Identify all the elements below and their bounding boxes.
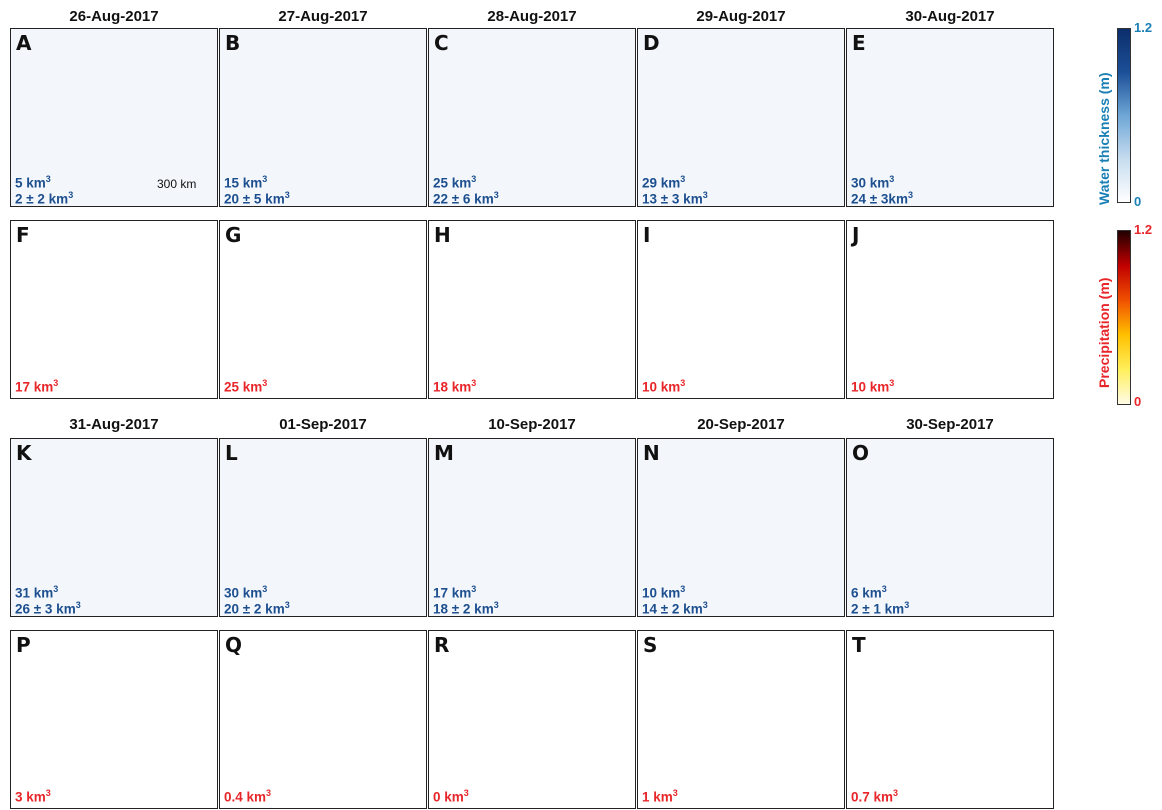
water-volume-observed: 20 ± 5 km3 bbox=[224, 190, 290, 207]
panel-label: Q bbox=[225, 633, 243, 657]
water-panel-O: O 6 km3 2 ± 1 km3 bbox=[846, 438, 1054, 617]
water-volume-observed: 26 ± 3 km3 bbox=[15, 600, 81, 617]
panel-label: E bbox=[852, 31, 866, 55]
date-label: 29-Aug-2017 bbox=[696, 8, 786, 25]
water-volume-observed: 24 ± 3km3 bbox=[851, 190, 913, 207]
precip-colorbar-max: 1.2 bbox=[1134, 222, 1153, 237]
water-volume-estimate: 29 km3 bbox=[642, 174, 686, 191]
water-volume-observed: 2 ± 2 km3 bbox=[15, 190, 74, 207]
water-volume-estimate: 5 km3 bbox=[15, 174, 51, 191]
date-label: 31-Aug-2017 bbox=[69, 416, 159, 433]
water-volume-observed: 22 ± 6 km3 bbox=[433, 190, 499, 207]
panel-label: N bbox=[643, 441, 660, 465]
water-panel-D: D 29 km3 13 ± 3 km3 bbox=[637, 28, 845, 207]
precip-volume: 17 km3 bbox=[15, 378, 59, 395]
water-colorbar-max: 1.2 bbox=[1134, 20, 1153, 35]
precip-volume: 0.4 km3 bbox=[224, 788, 272, 805]
water-colorbar-title: Water thickness (m) bbox=[1096, 72, 1112, 205]
water-volume-estimate: 25 km3 bbox=[433, 174, 477, 191]
panel-label: O bbox=[852, 441, 870, 465]
precip-colorbar-min: 0 bbox=[1134, 394, 1142, 409]
water-volume-observed: 18 ± 2 km3 bbox=[433, 600, 499, 617]
precip-colorbar-title: Precipitation (m) bbox=[1096, 277, 1112, 388]
water-volume-observed: 14 ± 2 km3 bbox=[642, 600, 708, 617]
water-volume-observed: 20 ± 2 km3 bbox=[224, 600, 290, 617]
date-label: 28-Aug-2017 bbox=[487, 8, 577, 25]
water-volume-estimate: 17 km3 bbox=[433, 584, 477, 601]
panel-label: S bbox=[643, 633, 658, 657]
water-thickness-colorbar bbox=[1117, 28, 1131, 203]
water-volume-estimate: 30 km3 bbox=[851, 174, 895, 191]
water-panel-A: A 5 km3 2 ± 2 km3 300 km bbox=[10, 28, 218, 207]
panel-label: D bbox=[643, 31, 660, 55]
water-volume-observed: 13 ± 3 km3 bbox=[642, 190, 708, 207]
precip-panel-P: P 3 km3 bbox=[10, 630, 218, 809]
panel-label: G bbox=[225, 223, 242, 247]
water-volume-estimate: 31 km3 bbox=[15, 584, 59, 601]
water-volume-observed: 2 ± 1 km3 bbox=[851, 600, 910, 617]
water-volume-estimate: 6 km3 bbox=[851, 584, 887, 601]
water-panel-N: N 10 km3 14 ± 2 km3 bbox=[637, 438, 845, 617]
panel-label: J bbox=[852, 223, 860, 247]
panel-label: T bbox=[852, 633, 866, 657]
precip-panel-G: G 25 km3 bbox=[219, 220, 427, 399]
panel-label: K bbox=[16, 441, 32, 465]
precip-panel-H: H 18 km3 bbox=[428, 220, 636, 399]
water-panel-M: M 17 km3 18 ± 2 km3 bbox=[428, 438, 636, 617]
panel-label: C bbox=[434, 31, 449, 55]
precip-volume: 3 km3 bbox=[15, 788, 51, 805]
precip-panel-I: I 10 km3 bbox=[637, 220, 845, 399]
panel-label: A bbox=[16, 31, 32, 55]
precip-panel-Q: Q 0.4 km3 bbox=[219, 630, 427, 809]
panel-label: H bbox=[434, 223, 451, 247]
date-label: 10-Sep-2017 bbox=[488, 416, 576, 433]
panel-label: L bbox=[225, 441, 238, 465]
date-label: 30-Sep-2017 bbox=[906, 416, 994, 433]
precip-panel-R: R 0 km3 bbox=[428, 630, 636, 809]
precip-volume: 18 km3 bbox=[433, 378, 477, 395]
precip-panel-S: S 1 km3 bbox=[637, 630, 845, 809]
precip-volume: 10 km3 bbox=[642, 378, 686, 395]
water-panel-C: C 25 km3 22 ± 6 km3 bbox=[428, 28, 636, 207]
water-volume-estimate: 30 km3 bbox=[224, 584, 268, 601]
water-panel-E: E 30 km3 24 ± 3km3 bbox=[846, 28, 1054, 207]
date-label: 01-Sep-2017 bbox=[279, 416, 367, 433]
panel-label: R bbox=[434, 633, 450, 657]
water-panel-L: L 30 km3 20 ± 2 km3 bbox=[219, 438, 427, 617]
precip-volume: 25 km3 bbox=[224, 378, 268, 395]
precip-panel-J: J 10 km3 bbox=[846, 220, 1054, 399]
precip-panel-T: T 0.7 km3 bbox=[846, 630, 1054, 809]
precip-panel-F: F 17 km3 bbox=[10, 220, 218, 399]
water-panel-K: K 31 km3 26 ± 3 km3 bbox=[10, 438, 218, 617]
precip-volume: 1 km3 bbox=[642, 788, 678, 805]
panel-label: I bbox=[643, 223, 651, 247]
precip-volume: 0 km3 bbox=[433, 788, 469, 805]
water-volume-estimate: 10 km3 bbox=[642, 584, 686, 601]
precipitation-colorbar bbox=[1117, 230, 1131, 405]
water-colorbar-min: 0 bbox=[1134, 194, 1142, 209]
panel-label: P bbox=[16, 633, 31, 657]
date-label: 27-Aug-2017 bbox=[278, 8, 368, 25]
precip-volume: 10 km3 bbox=[851, 378, 895, 395]
date-label: 20-Sep-2017 bbox=[697, 416, 785, 433]
water-volume-estimate: 15 km3 bbox=[224, 174, 268, 191]
date-label: 30-Aug-2017 bbox=[905, 8, 995, 25]
panel-label: F bbox=[16, 223, 30, 247]
panel-label: B bbox=[225, 31, 241, 55]
date-label: 26-Aug-2017 bbox=[69, 8, 159, 25]
water-panel-B: B 15 km3 20 ± 5 km3 bbox=[219, 28, 427, 207]
panel-label: M bbox=[434, 441, 454, 465]
scale-bar-label: 300 km bbox=[157, 177, 197, 191]
precip-volume: 0.7 km3 bbox=[851, 788, 899, 805]
